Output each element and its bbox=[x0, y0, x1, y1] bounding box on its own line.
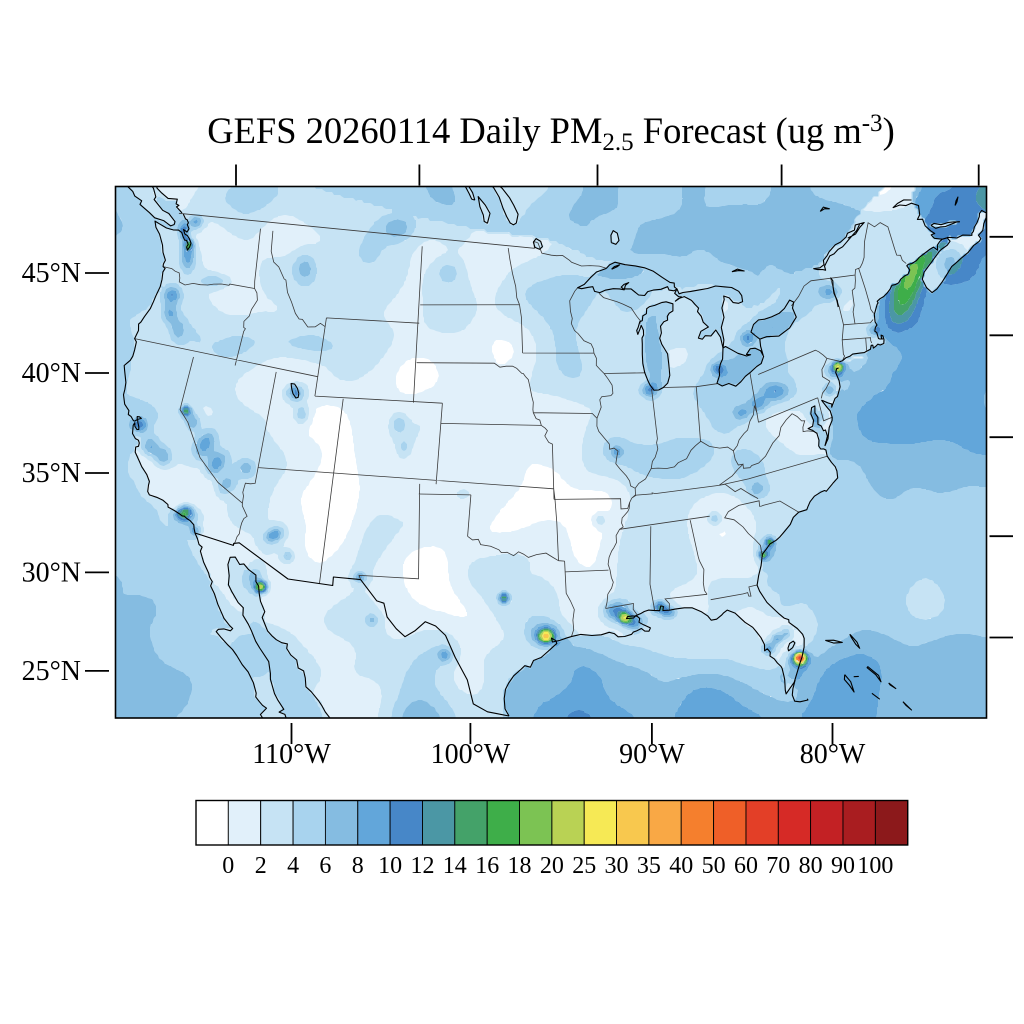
svg-text:20: 20 bbox=[540, 853, 564, 879]
svg-text:110°W: 110°W bbox=[252, 739, 331, 770]
svg-text:10: 10 bbox=[378, 853, 402, 879]
svg-text:80°W: 80°W bbox=[800, 739, 866, 770]
svg-text:25°N: 25°N bbox=[22, 656, 81, 687]
svg-text:70: 70 bbox=[766, 853, 790, 879]
svg-text:6: 6 bbox=[319, 853, 331, 879]
svg-text:25: 25 bbox=[572, 853, 596, 879]
svg-text:50: 50 bbox=[702, 853, 726, 879]
svg-text:100: 100 bbox=[857, 853, 893, 879]
svg-text:40°N: 40°N bbox=[22, 358, 81, 389]
svg-text:40: 40 bbox=[669, 853, 693, 879]
svg-text:90: 90 bbox=[831, 853, 855, 879]
svg-text:16: 16 bbox=[475, 853, 499, 879]
svg-text:8: 8 bbox=[352, 853, 364, 879]
svg-text:GEFS 20260114 Daily PM2.5 Fore: GEFS 20260114 Daily PM2.5 Forecast (ug m… bbox=[207, 110, 894, 156]
svg-text:18: 18 bbox=[508, 853, 532, 879]
svg-text:30°N: 30°N bbox=[22, 557, 81, 588]
svg-text:2: 2 bbox=[255, 853, 267, 879]
svg-text:35°N: 35°N bbox=[22, 458, 81, 489]
svg-text:100°W: 100°W bbox=[431, 739, 511, 770]
svg-text:14: 14 bbox=[443, 853, 467, 879]
svg-text:35: 35 bbox=[637, 853, 661, 879]
svg-text:45°N: 45°N bbox=[22, 258, 81, 289]
svg-text:90°W: 90°W bbox=[619, 739, 685, 770]
svg-text:80: 80 bbox=[799, 853, 823, 879]
svg-text:30: 30 bbox=[605, 853, 629, 879]
svg-text:12: 12 bbox=[411, 853, 435, 879]
svg-text:4: 4 bbox=[287, 853, 299, 879]
svg-text:60: 60 bbox=[734, 853, 758, 879]
svg-text:0: 0 bbox=[222, 853, 234, 879]
